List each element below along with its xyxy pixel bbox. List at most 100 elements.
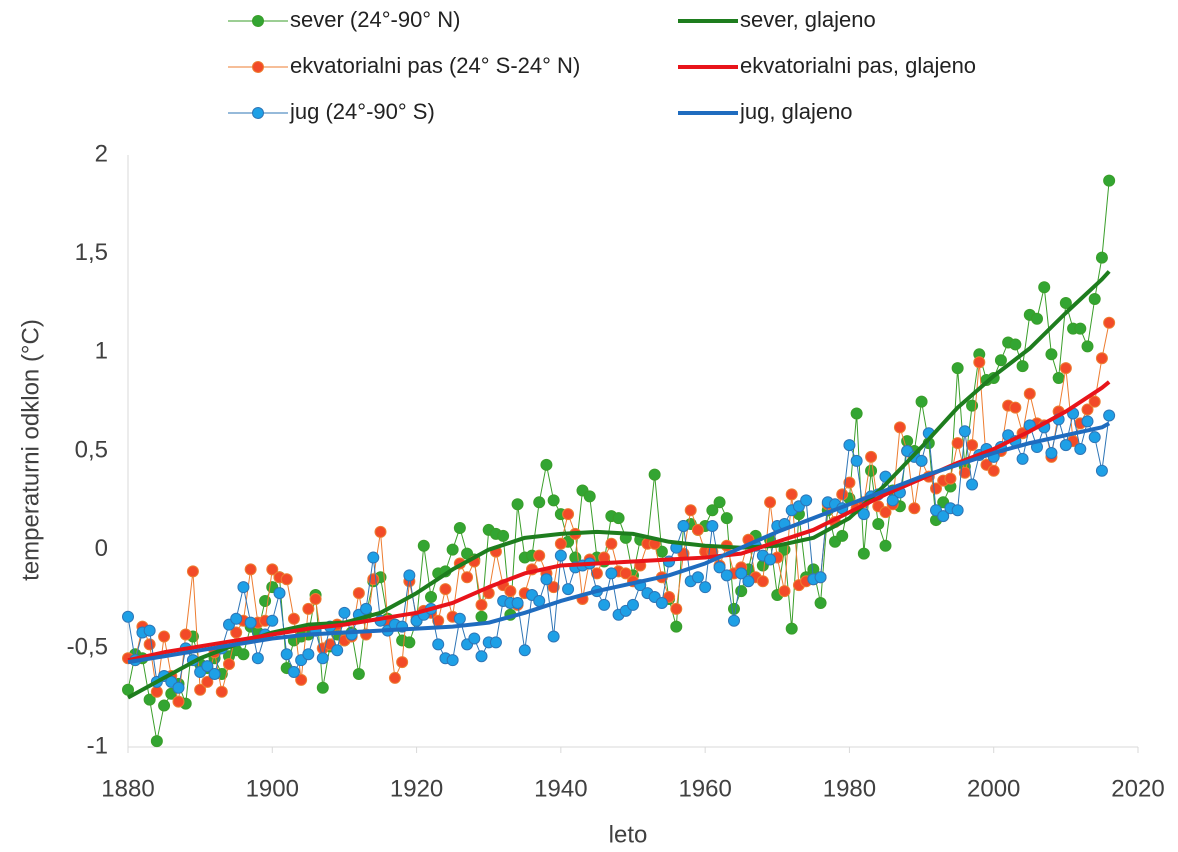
data-point: [562, 583, 575, 596]
data-point: [186, 565, 199, 578]
data-point: [150, 735, 163, 748]
data-point: [511, 596, 524, 609]
data-point: [446, 543, 459, 556]
data-point: [1103, 409, 1116, 422]
data-point: [1088, 395, 1101, 408]
data-point: [1016, 452, 1029, 465]
data-point: [670, 602, 683, 615]
series-line: [127, 270, 1111, 700]
data-point: [446, 654, 459, 667]
data-point: [158, 699, 171, 712]
data-point: [756, 575, 769, 588]
data-point: [843, 439, 856, 452]
data-point: [1059, 297, 1072, 309]
data-point: [605, 567, 618, 580]
data-point: [742, 575, 755, 588]
data-point: [237, 648, 250, 661]
data-point: [338, 606, 351, 619]
data-point: [1045, 446, 1058, 459]
data-point: [122, 610, 134, 623]
data-point: [973, 356, 986, 369]
data-point: [843, 476, 856, 489]
data-point: [547, 581, 560, 594]
data-point: [547, 630, 560, 643]
data-point: [879, 539, 892, 552]
data-point: [150, 685, 163, 698]
data-point: [201, 660, 214, 673]
data-point: [1031, 312, 1043, 325]
data-point: [259, 594, 272, 607]
y-tick-label: -0,5: [67, 634, 108, 661]
data-point: [713, 561, 726, 574]
data-point: [417, 539, 430, 552]
data-point: [670, 620, 683, 633]
data-point: [1088, 431, 1101, 444]
data-point: [850, 407, 863, 420]
data-point: [958, 425, 971, 438]
data-point: [706, 519, 719, 532]
data-point: [951, 437, 964, 450]
data-point: [230, 612, 243, 625]
data-point: [836, 488, 849, 501]
legend-label: ekvatorialni pas, glajeno: [740, 53, 976, 78]
data-point: [453, 612, 466, 625]
y-tick-label: 0: [95, 535, 108, 562]
data-point: [735, 585, 748, 598]
data-point: [857, 508, 870, 521]
data-point: [237, 581, 250, 594]
y-tick-label: 0,5: [75, 436, 108, 463]
data-point: [547, 494, 560, 507]
data-point: [1074, 322, 1087, 335]
data-point: [872, 518, 885, 531]
x-tick-label: 1940: [534, 775, 587, 802]
data-point: [908, 502, 921, 515]
data-point: [1088, 293, 1101, 306]
data-point: [655, 596, 668, 609]
x-axis-label: leto: [609, 821, 648, 848]
series-line: [127, 413, 1110, 689]
data-point: [403, 569, 416, 582]
data-point: [374, 525, 387, 538]
series-line: [127, 380, 1111, 663]
data-point: [172, 681, 185, 694]
data-point: [158, 630, 171, 643]
data-point: [172, 695, 185, 708]
data-point: [554, 549, 567, 562]
data-point: [518, 644, 531, 657]
data-point: [706, 504, 719, 517]
data-point: [865, 464, 878, 477]
data-point: [554, 537, 567, 550]
data-point: [1081, 340, 1094, 353]
x-tick-label: 1980: [823, 775, 876, 802]
data-point: [966, 439, 979, 452]
data-point: [728, 602, 740, 615]
data-point: [540, 458, 553, 471]
x-tick-label: 1920: [390, 775, 443, 802]
data-point: [893, 421, 906, 434]
data-point: [215, 685, 228, 698]
x-tick-label: 1900: [246, 775, 299, 802]
data-point: [915, 395, 928, 408]
data-point: [403, 636, 416, 649]
data-point: [937, 510, 950, 523]
data-point: [533, 496, 546, 509]
data-point: [865, 450, 878, 463]
data-point: [1095, 352, 1108, 365]
data-point: [331, 644, 344, 657]
data-point: [691, 523, 704, 536]
x-tick-label: 1880: [101, 775, 154, 802]
data-point: [1095, 464, 1108, 477]
legend-label: ekvatorialni pas (24° S-24° N): [290, 53, 580, 78]
data-point: [951, 362, 964, 375]
data-point: [396, 656, 409, 669]
data-point: [453, 521, 466, 534]
data-point: [266, 614, 279, 627]
data-point: [475, 598, 488, 611]
data-point: [497, 529, 510, 542]
data-point: [208, 667, 221, 680]
data-point: [677, 519, 690, 532]
data-point: [583, 490, 596, 503]
data-point: [605, 537, 618, 550]
series-line: [127, 421, 1111, 665]
data-point: [562, 508, 575, 521]
